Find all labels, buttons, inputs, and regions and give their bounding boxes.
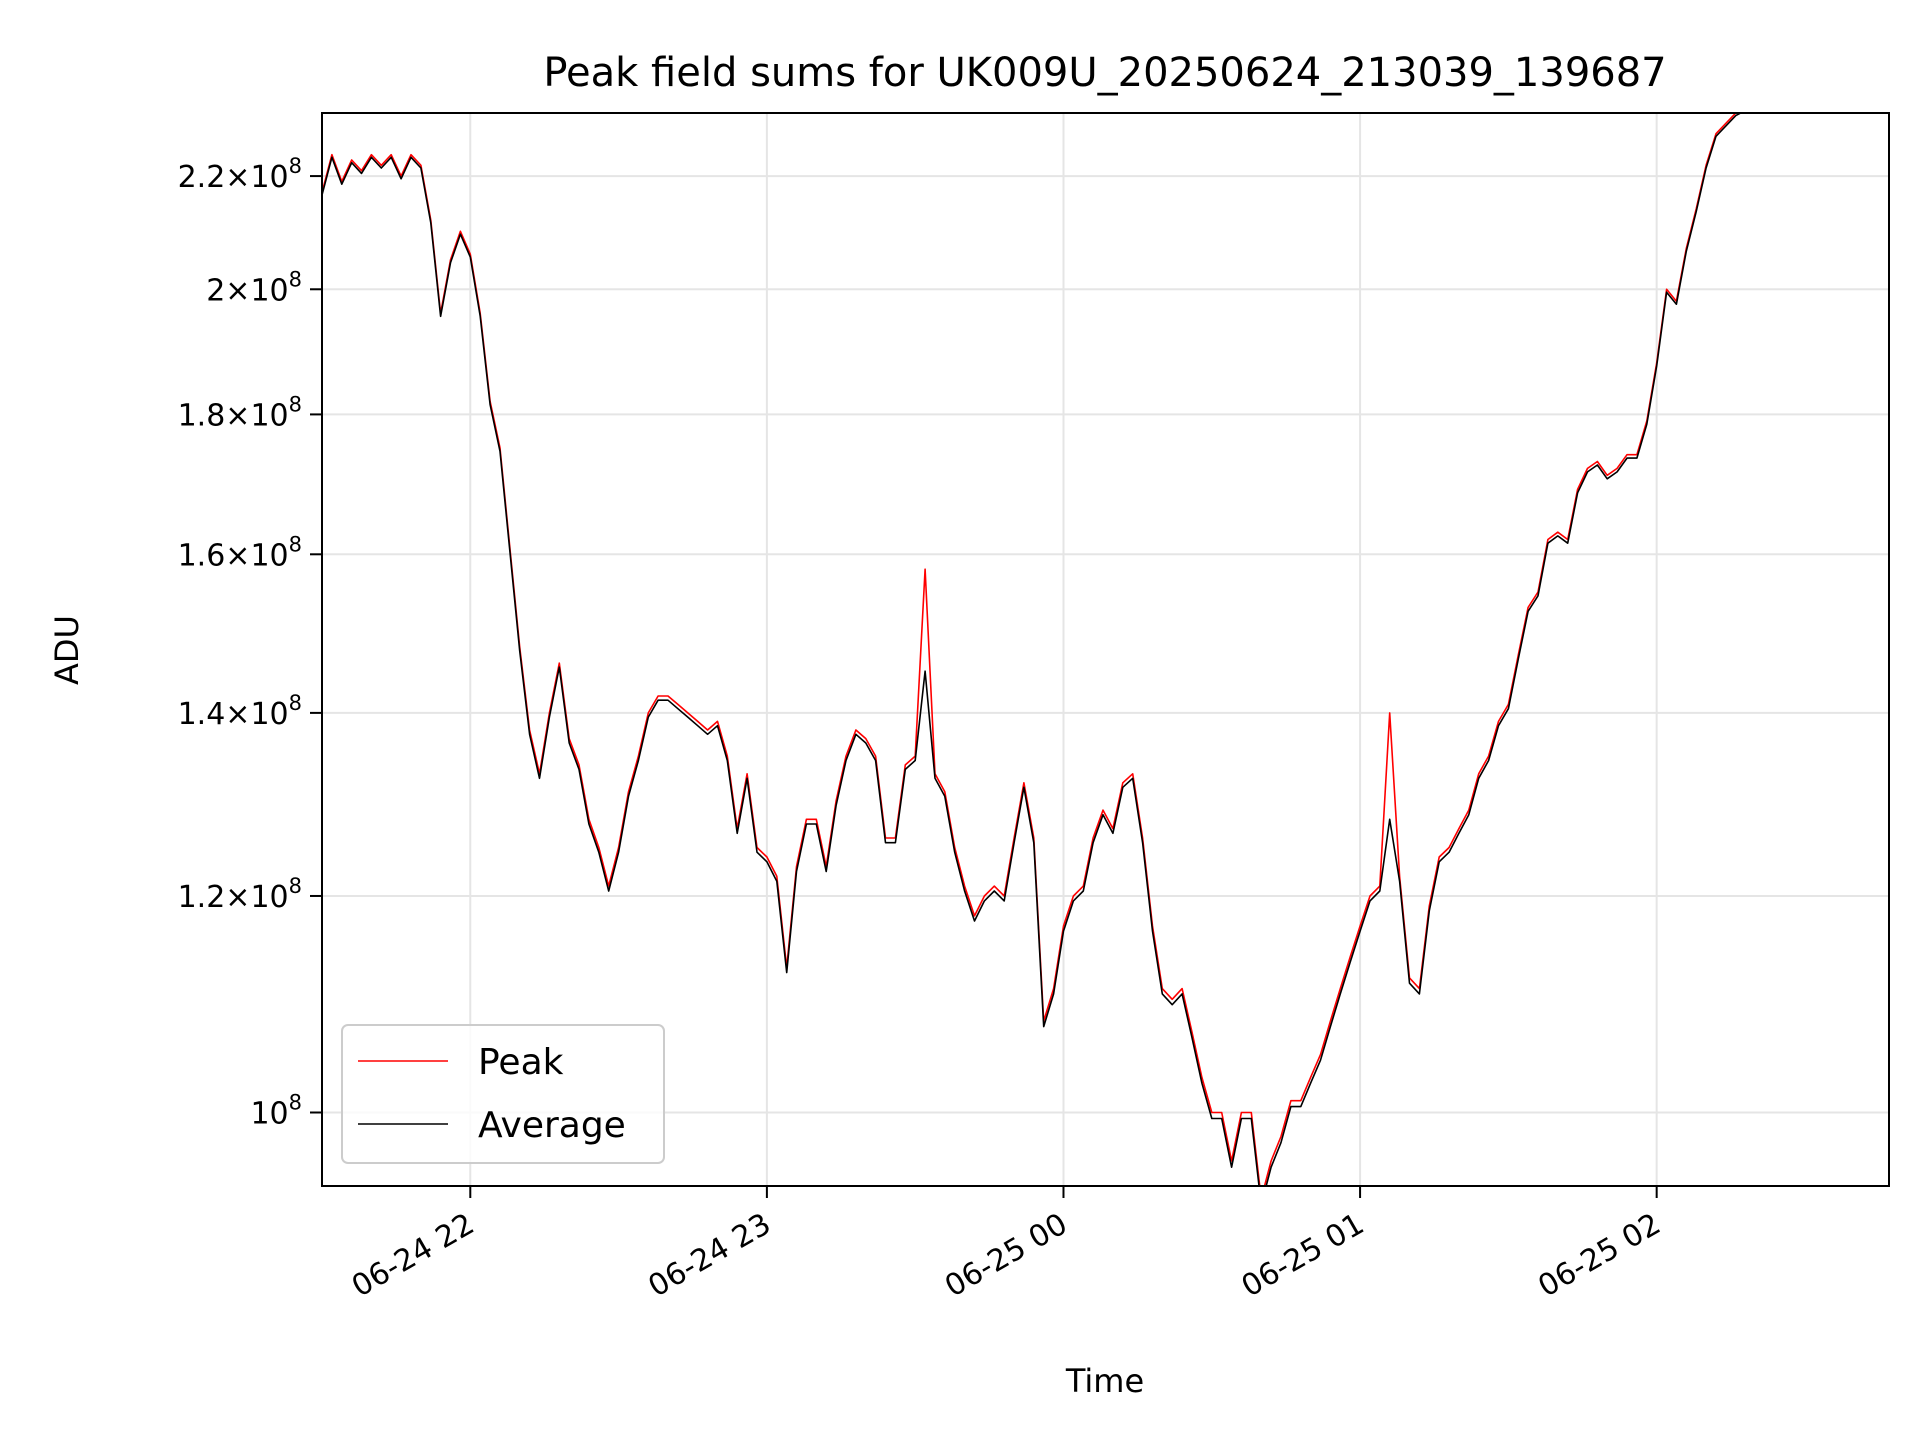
- grid-layer: [322, 113, 1889, 1186]
- y-axis-label: ADU: [48, 615, 86, 685]
- y-tick-label: 1.6×108: [178, 532, 302, 573]
- series-line-average: [322, 113, 1743, 1186]
- x-axis-label: Time: [1065, 1362, 1144, 1400]
- y-tick-label: 2.2×108: [178, 154, 302, 195]
- y-tick-label: 1.2×108: [178, 874, 302, 915]
- series-layer: [322, 113, 1743, 1186]
- legend-box: [341, 1024, 665, 1164]
- chart-title: Peak field sums for UK009U_20250624_2130…: [543, 50, 1666, 96]
- series-line-peak: [322, 113, 1738, 1186]
- y-tick-label: 2×108: [206, 267, 302, 308]
- legend-label-average: Average: [478, 1105, 626, 1146]
- legend: Peak Average: [341, 1024, 665, 1164]
- y-tick-label: 1.8×108: [178, 392, 302, 433]
- y-tick-label: 1.4×108: [178, 691, 302, 732]
- y-tick-label: 108: [250, 1091, 302, 1132]
- plot-frame: [321, 112, 1890, 1187]
- legend-label-peak: Peak: [478, 1042, 564, 1083]
